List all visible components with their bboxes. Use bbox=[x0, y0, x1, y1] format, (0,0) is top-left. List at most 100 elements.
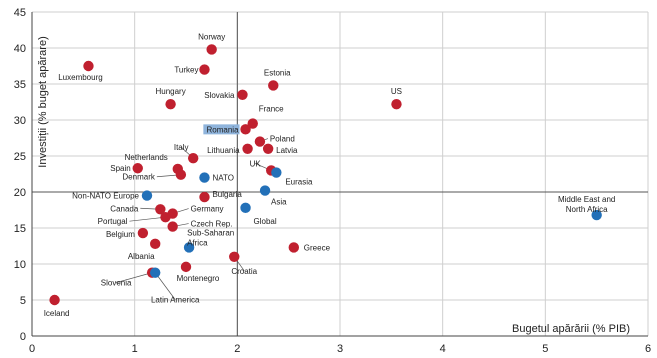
label-czech-rep: Czech Rep. bbox=[191, 220, 233, 229]
y-tick-label: 35 bbox=[14, 79, 26, 91]
point-slovakia bbox=[237, 89, 248, 101]
label-non-nato-europe: Non-NATO Europe bbox=[72, 192, 139, 201]
point-iceland bbox=[49, 294, 60, 306]
label-slovakia: Slovakia bbox=[204, 91, 235, 100]
x-tick-label: 6 bbox=[645, 343, 651, 355]
connector-portugal bbox=[129, 216, 166, 222]
point-romania bbox=[240, 124, 251, 135]
axes bbox=[31, 12, 648, 337]
point-portugal bbox=[160, 212, 171, 223]
label-denmark: Denmark bbox=[122, 173, 155, 182]
label-estonia: Estonia bbox=[264, 68, 291, 77]
label-uk: UK bbox=[250, 159, 262, 168]
label-romania: Romania bbox=[207, 125, 240, 134]
point-hungary bbox=[165, 98, 176, 110]
label-turkey: Turkey bbox=[174, 66, 198, 75]
point-lithuania bbox=[242, 143, 253, 154]
point-global bbox=[240, 202, 251, 214]
x-tick-label: 3 bbox=[337, 343, 343, 355]
label-lithuania: Lithuania bbox=[207, 146, 240, 155]
point-labels: Luxembourg Norway Turkey Estonia Hungary Slov… bbox=[44, 32, 616, 318]
label-spain: Spain bbox=[110, 164, 130, 173]
label-portugal: Portugal bbox=[98, 217, 128, 226]
point-us bbox=[391, 98, 402, 110]
label-montenegro: Montenegro bbox=[177, 274, 220, 283]
label-global: Global bbox=[254, 217, 277, 226]
label-croatia: Croatia bbox=[231, 267, 257, 276]
y-tick-label: 40 bbox=[14, 43, 26, 55]
label-france: France bbox=[259, 105, 284, 114]
point-asia bbox=[259, 185, 271, 196]
y-axis-title: Investiții (% buget apărare) bbox=[37, 36, 49, 167]
label-norway: Norway bbox=[198, 32, 225, 41]
point-middle-east-and-north-africa bbox=[591, 209, 602, 221]
label-belgium: Belgium bbox=[106, 230, 135, 239]
connector-slovenia bbox=[116, 272, 153, 283]
label-asia: Asia bbox=[271, 198, 287, 207]
label-iceland: Iceland bbox=[44, 309, 70, 318]
y-tick-label: 0 bbox=[20, 331, 26, 343]
point-montenegro bbox=[180, 261, 192, 273]
point-non-nato-europe bbox=[141, 190, 153, 201]
point-greece bbox=[288, 242, 299, 253]
label-latin-america: Latin America bbox=[151, 296, 200, 305]
reference-lines bbox=[32, 12, 648, 336]
point-eurasia bbox=[271, 167, 282, 178]
y-tick-label: 25 bbox=[14, 151, 26, 163]
x-tick-label: 4 bbox=[440, 343, 446, 355]
point-norway bbox=[206, 44, 217, 55]
label-netherlands: Netherlands bbox=[125, 153, 168, 162]
point-france bbox=[247, 118, 258, 129]
y-tick-label: 45 bbox=[14, 7, 26, 19]
point-czech-rep bbox=[167, 221, 178, 232]
label-hungary: Hungary bbox=[155, 87, 185, 96]
label-middle-east-and-north-africa: Middle East and North Africa bbox=[558, 195, 615, 214]
label-nato: NATO bbox=[212, 174, 233, 183]
point-belgium bbox=[137, 227, 149, 239]
x-tick-labels: 0 1 2 3 4 5 6 bbox=[29, 343, 651, 355]
highlight-box bbox=[203, 124, 240, 135]
y-tick-label: 30 bbox=[14, 115, 26, 127]
point-canada bbox=[155, 204, 166, 215]
point-spain bbox=[132, 163, 143, 174]
point-latvia bbox=[262, 143, 274, 154]
point-nato bbox=[199, 172, 210, 183]
x-tick-label: 2 bbox=[234, 343, 240, 355]
point-luxembourg bbox=[83, 60, 94, 72]
label-germany: Germany bbox=[191, 205, 224, 214]
point-albania bbox=[150, 238, 161, 250]
label-latvia: Latvia bbox=[276, 146, 298, 155]
point-italy bbox=[187, 152, 199, 164]
x-tick-label: 5 bbox=[542, 343, 548, 355]
point-turkey bbox=[199, 64, 210, 75]
point-denmark bbox=[175, 169, 187, 180]
label-poland: Poland bbox=[270, 135, 295, 144]
point-croatia bbox=[229, 251, 240, 262]
y-tick-labels: 0 5 10 15 20 25 30 35 40 45 bbox=[14, 7, 26, 343]
label-italy: Italy bbox=[174, 143, 189, 152]
data-points bbox=[49, 44, 602, 306]
point-latin-america bbox=[150, 267, 161, 278]
point-estonia bbox=[268, 80, 279, 91]
x-tick-label: 1 bbox=[132, 343, 138, 355]
label-bulgaria: Bulgaria bbox=[212, 190, 242, 199]
label-canada: Canada bbox=[110, 204, 139, 213]
label-eurasia: Eurasia bbox=[285, 178, 313, 187]
label-slovenia: Slovenia bbox=[101, 279, 132, 288]
y-tick-label: 20 bbox=[14, 187, 26, 199]
label-albania: Albania bbox=[128, 252, 155, 261]
label-greece: Greece bbox=[304, 243, 331, 252]
label-sub-saharan-africa: Sub-Saharan Africa bbox=[187, 228, 234, 247]
point-sub-saharan-africa bbox=[183, 242, 195, 253]
connector-latin-america bbox=[154, 272, 176, 300]
point-bulgaria bbox=[199, 191, 210, 203]
label-us: US bbox=[391, 87, 402, 96]
y-tick-label: 15 bbox=[14, 223, 26, 235]
y-tick-label: 10 bbox=[14, 259, 26, 271]
x-tick-label: 0 bbox=[29, 343, 35, 355]
label-luxembourg: Luxembourg bbox=[58, 73, 102, 82]
point-poland bbox=[254, 136, 266, 147]
x-axis-title: Bugetul apărării (% PIB) bbox=[512, 323, 630, 335]
y-tick-label: 5 bbox=[20, 295, 26, 307]
